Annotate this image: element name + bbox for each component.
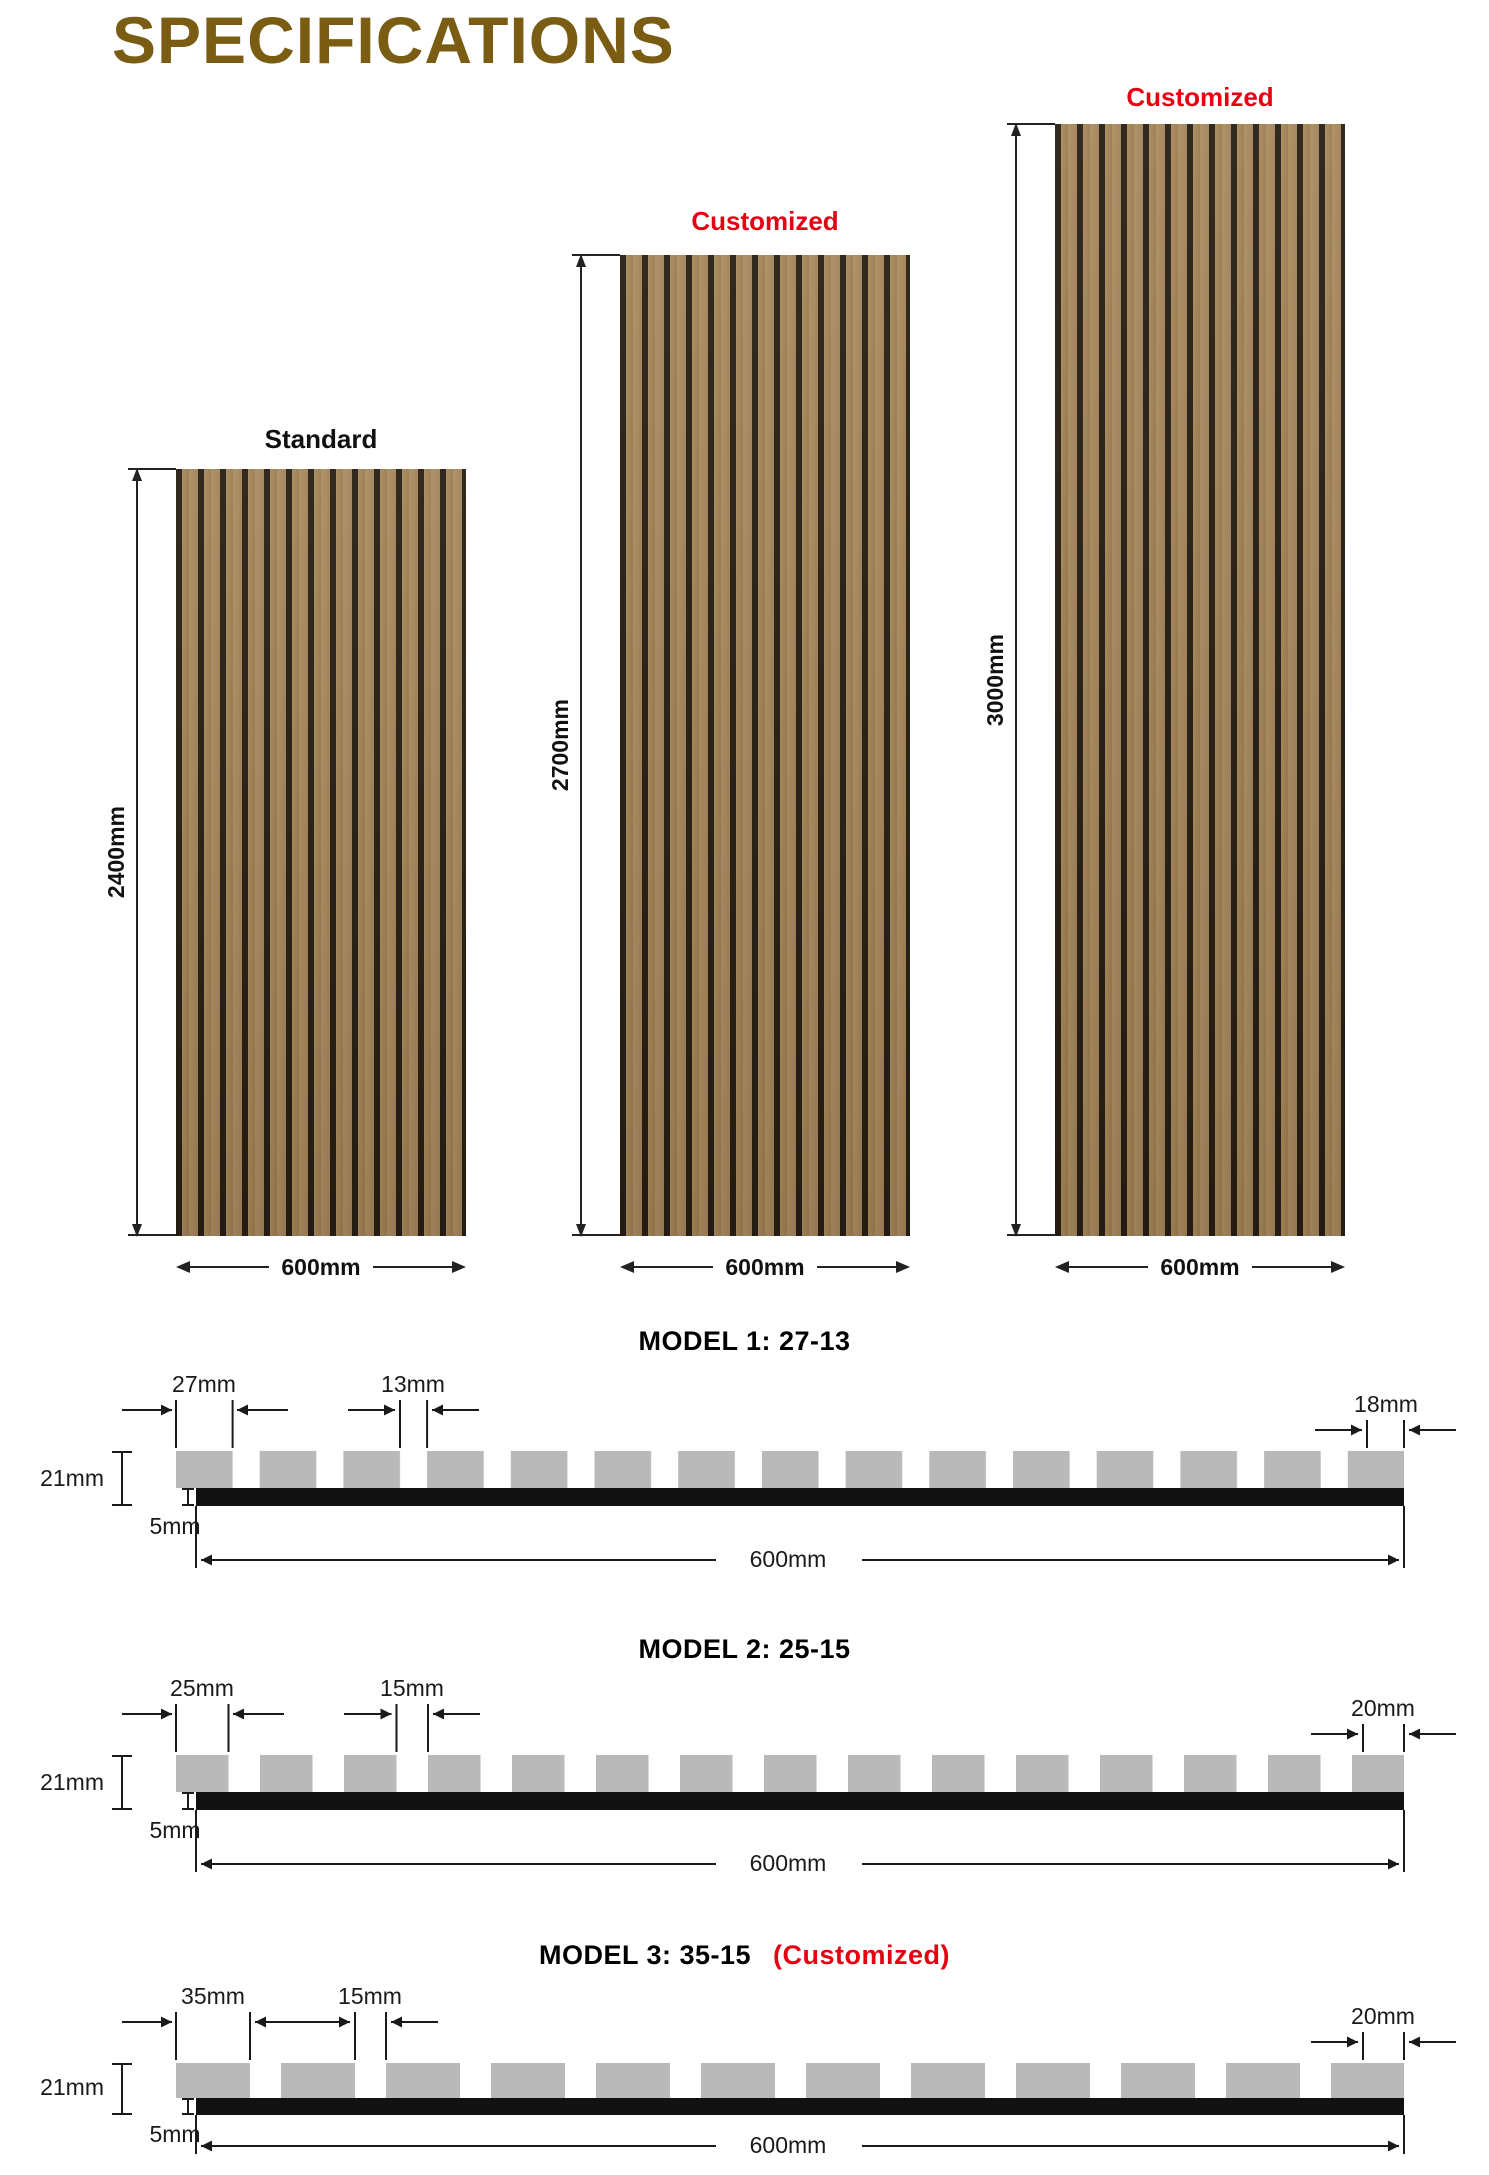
- arrow-left-icon: [176, 1261, 190, 1273]
- slat-width-label: 27mm: [172, 1371, 236, 1397]
- panel-3-width-label: 600mm: [1160, 1253, 1240, 1280]
- gap-width-label: 15mm: [380, 1675, 444, 1701]
- felt-base-strip: [196, 1792, 1404, 1810]
- model-1-title: MODEL 1: 27-13: [0, 1326, 1489, 1357]
- slat-width-dimension: [122, 2012, 306, 2060]
- slat-width-dimension: [122, 1704, 284, 1752]
- panel-1-size-label: Standard: [264, 424, 378, 454]
- arrow-left-icon: [1055, 1261, 1069, 1273]
- base-thickness-label: 5mm: [149, 1817, 200, 1843]
- panel-1-height-dimension-line: [132, 468, 142, 1237]
- dimension-line: [1069, 1266, 1149, 1268]
- base-thickness-bracket: [182, 2098, 194, 2115]
- model-1-title-text: MODEL 1: 27-13: [638, 1326, 851, 1356]
- dimension-line: [1251, 1266, 1331, 1268]
- wood-panel-customized-3000: [1055, 124, 1345, 1236]
- gap-width-dimension: [344, 1704, 480, 1752]
- panel-2-height-dimension: 2700mm: [542, 255, 578, 1236]
- panel-2-height-label: 2700mm: [546, 699, 573, 792]
- extension-line: [1007, 1234, 1055, 1236]
- base-thickness-label: 5mm: [149, 2121, 200, 2147]
- dimension-line: [816, 1266, 896, 1268]
- arrow-right-icon: [896, 1261, 910, 1273]
- page-title: SPECIFICATIONS: [112, 3, 675, 77]
- dimension-lines: [112, 1400, 1456, 1568]
- extension-line: [572, 254, 620, 256]
- panel-1-height-label: 2400mm: [102, 806, 129, 899]
- extension-line: [572, 1234, 620, 1236]
- extension-line: [1007, 123, 1055, 125]
- extension-line: [128, 1234, 176, 1236]
- thickness-label: 21mm: [40, 1769, 104, 1795]
- arrow-right-icon: [1331, 1261, 1345, 1273]
- slat-width-label: 35mm: [181, 1983, 245, 2009]
- arrow-right-icon: [452, 1261, 466, 1273]
- model-3-title-text: MODEL 3: 35-15: [538, 1940, 752, 1970]
- arrow-left-icon: [620, 1261, 634, 1273]
- felt-base-strip: [196, 2098, 1404, 2115]
- model-2-title-text: MODEL 2: 25-15: [638, 1634, 851, 1664]
- total-width-dimension: [195, 1506, 1405, 1568]
- panel-2-width-dimension: 600mm: [620, 1254, 910, 1280]
- thickness-bracket: [112, 1755, 132, 1810]
- panel-1-width-label: 600mm: [281, 1253, 361, 1280]
- dimension-lines: [112, 2012, 1456, 2154]
- panel-2-width-label: 600mm: [725, 1253, 805, 1280]
- gap-width-label: 15mm: [338, 1983, 402, 2009]
- base-thickness-bracket: [182, 1792, 194, 1810]
- base-thickness-label: 5mm: [149, 1513, 200, 1539]
- thickness-bracket: [112, 2063, 132, 2115]
- total-width-label: 600mm: [750, 1850, 827, 1876]
- gap-width-dimension: [303, 2012, 438, 2060]
- edge-width-label: 20mm: [1351, 2003, 1415, 2029]
- panel-3-height-dimension: 3000mm: [977, 124, 1013, 1236]
- cross-section-model-3: 35mm 15mm 20mm 21mm 5mm 600mm: [40, 1983, 1456, 2158]
- edge-width-label: 20mm: [1351, 1695, 1415, 1721]
- panel-1-height-dimension: 2400mm: [98, 469, 134, 1236]
- panel-2-height-dimension-line: [576, 254, 586, 1237]
- slat-width-label: 25mm: [170, 1675, 234, 1701]
- cross-section-model-2: 25mm 15mm 20mm 21mm 5mm 600mm: [40, 1675, 1456, 1876]
- edge-width-dimension: [1311, 2032, 1456, 2060]
- total-width-dimension: [195, 1810, 1405, 1872]
- thickness-label: 21mm: [40, 2074, 104, 2100]
- model-3-customized-note: (Customized): [773, 1940, 951, 1970]
- total-width-dimension: [195, 2115, 1405, 2154]
- thickness-label: 21mm: [40, 1465, 104, 1491]
- extension-line: [128, 468, 176, 470]
- dimension-lines: [112, 1704, 1456, 1872]
- panel-3-size-label: Customized: [1126, 82, 1274, 112]
- cross-section-model-1: 27mm 13mm 18mm 21mm 5mm 600mm: [40, 1371, 1456, 1572]
- panel-3-height-label: 3000mm: [981, 633, 1008, 727]
- dimension-line: [634, 1266, 714, 1268]
- panel-3-width-dimension: 600mm: [1055, 1254, 1345, 1280]
- total-width-label: 600mm: [750, 1546, 827, 1572]
- base-thickness-bracket: [182, 1488, 194, 1506]
- panel-1-width-dimension: 600mm: [176, 1254, 466, 1280]
- edge-width-label: 18mm: [1354, 1391, 1418, 1417]
- model-2-title: MODEL 2: 25-15: [0, 1634, 1489, 1665]
- dimension-line: [372, 1266, 452, 1268]
- slat-row: [176, 2063, 1404, 2098]
- edge-width-dimension: [1315, 1420, 1456, 1448]
- slat-row: [176, 1755, 1404, 1792]
- wood-panel-customized-2700: [620, 255, 910, 1236]
- wood-panel-standard: [176, 469, 466, 1236]
- model-3-title: MODEL 3: 35-15 (Customized): [0, 1940, 1489, 1971]
- gap-width-label: 13mm: [381, 1371, 445, 1397]
- felt-base-strip: [196, 1488, 1404, 1506]
- total-width-label: 600mm: [750, 2132, 827, 2158]
- gap-width-dimension: [348, 1400, 479, 1448]
- slat-width-dimension: [122, 1400, 288, 1448]
- edge-width-dimension: [1311, 1724, 1456, 1752]
- dimension-line: [190, 1266, 270, 1268]
- panel-2-size-label: Customized: [691, 206, 839, 236]
- thickness-bracket: [112, 1451, 132, 1506]
- slat-row: [176, 1451, 1404, 1488]
- panel-3-height-dimension-line: [1011, 123, 1021, 1237]
